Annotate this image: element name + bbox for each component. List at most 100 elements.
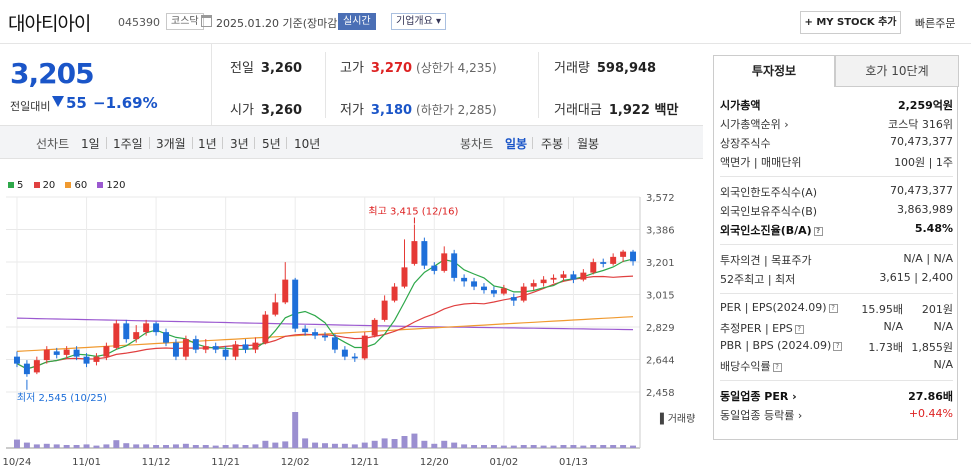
info-row: 상장주식수 70,473,377 (720, 135, 953, 153)
quote-grid: 전일 3,260 시가 3,260 고가 3,270 (상한가 4,235) 저가 3,1… (212, 44, 703, 125)
candle-body (570, 274, 577, 280)
info-row-label: 투자의견 | 목표주가 (720, 254, 812, 267)
volume-bar (540, 445, 547, 448)
help-icon[interactable]: ? (833, 342, 843, 351)
info-row: 추정PER | EPS? N/A N/A (720, 320, 953, 338)
legend-ma20: 20 (33, 180, 55, 191)
volume-bar (580, 445, 587, 448)
volume-bar (153, 445, 160, 448)
help-icon[interactable]: ? (813, 227, 823, 236)
info-row: 투자의견 | 목표주가 N/A | N/A (720, 252, 953, 270)
candle-body (600, 262, 607, 264)
tab-1y[interactable]: 1년 (198, 137, 217, 151)
candle-body (610, 256, 617, 264)
candle-body (302, 328, 309, 333)
tab-weekly[interactable]: 주봉 (541, 137, 564, 151)
x-tick-label: 11/01 (72, 457, 101, 468)
help-icon[interactable]: ? (794, 325, 804, 334)
volume-bar (232, 444, 239, 448)
volume-bar (133, 444, 140, 448)
tab-10y[interactable]: 10년 (294, 137, 321, 151)
volume-bar (123, 443, 130, 448)
volume-bar (471, 445, 478, 448)
add-mystock-button[interactable]: + MY STOCK 추가 (800, 11, 901, 34)
candle-body (123, 323, 130, 340)
price-chart[interactable]: 3,572 3,386 3,201 3,015 2,829 2,644 2,458 10/24… (0, 172, 703, 472)
candle-body (461, 277, 468, 282)
tab-monthly[interactable]: 월봉 (577, 137, 600, 151)
quote-date: 2025.01.20 기준(장마감) (216, 17, 342, 30)
x-tick-label: 11/12 (142, 457, 171, 468)
volume-bar (371, 440, 378, 448)
low-price: 저가 3,180 (하한가 2,285) (340, 103, 497, 118)
volume-bar (510, 445, 517, 448)
candle-body (312, 332, 319, 336)
ma120-line (16, 317, 634, 331)
candle-body (73, 349, 80, 357)
candle-body (242, 344, 249, 350)
candle-body (580, 272, 587, 280)
candle-body (331, 337, 338, 350)
info-row-label: 외국인한도주식수(A) (720, 186, 818, 199)
live-badge[interactable]: 실시간 (338, 13, 376, 30)
volume-bar (103, 444, 110, 448)
volume-bar (620, 445, 627, 448)
current-price: 3,205 (10, 57, 95, 90)
y-tick-label: 2,829 (646, 323, 675, 334)
info-row-value: N/A (883, 320, 903, 333)
ma5-line (16, 258, 634, 370)
info-row: 동일업종 등락률 › +0.44% (720, 407, 953, 425)
volume-bar (182, 443, 189, 448)
high-price: 고가 3,270 (상한가 4,235) (340, 61, 497, 76)
tab-5y[interactable]: 5년 (262, 137, 281, 151)
tab-1w[interactable]: 1주일 (113, 137, 143, 151)
candle-body (481, 286, 487, 291)
candle-body (510, 297, 517, 301)
candle-body (341, 349, 348, 357)
tab-1d[interactable]: 1일 (81, 137, 100, 151)
tab-3y[interactable]: 3년 (230, 137, 249, 151)
candle-body (471, 281, 478, 287)
prev-close: 전일 3,260 (230, 61, 303, 76)
volume-bar (252, 444, 259, 448)
tab-daily[interactable]: 일봉 (505, 137, 528, 151)
help-icon[interactable]: ? (828, 304, 838, 313)
period-tabs: 선차트 1일 1주일 3개월 1년 3년 5년 10년 봉차트 일봉 주봉 월봉 (0, 125, 703, 159)
candle-body (550, 277, 557, 280)
volume-bar (461, 444, 468, 448)
candle-body (381, 300, 388, 320)
tab-orderbook-10[interactable]: 호가 10단계 (835, 55, 959, 87)
info-row: PER | EPS(2024.09)? 15.95배 201원 (720, 301, 953, 319)
open-price: 시가 3,260 (230, 103, 303, 118)
volume-bar (192, 445, 199, 448)
volume-bar (421, 440, 428, 448)
info-row: 시가총액 2,259억원 (720, 97, 953, 115)
quick-order-link[interactable]: 빠른주문 (915, 17, 956, 30)
candle-body (252, 342, 259, 350)
volume-bar (63, 445, 70, 448)
candle-body (490, 290, 497, 294)
change-percent: −1.69% (93, 94, 158, 112)
help-icon[interactable]: ? (772, 363, 782, 372)
info-row-value: N/A (933, 320, 953, 333)
tab-3m[interactable]: 3개월 (156, 137, 186, 151)
corp-overview-dropdown[interactable]: 기업개요 ▾ (391, 13, 446, 30)
investment-info-panel: 투자정보 호가 10단계 시가총액 2,259억원 시가총액순위 › 코스닥 316위… (713, 55, 959, 440)
info-row-value: 3,615 | 2,400 (879, 271, 953, 284)
candle-body (401, 267, 408, 287)
info-row-value: 201원 (921, 303, 953, 316)
tab-investment-info[interactable]: 투자정보 (713, 55, 835, 87)
info-row-label: 52주최고 | 최저 (720, 273, 796, 286)
line-chart-label: 선차트 (36, 137, 70, 151)
y-tick-label: 3,572 (646, 193, 675, 204)
volume-bar (143, 444, 150, 448)
volume-bar (292, 412, 299, 448)
stock-header: 대아티아이 045390 코스닥 2025.01.20 기준(장마감) 실시간 … (0, 0, 971, 44)
volume: 거래량 598,948 (554, 61, 657, 76)
candle-body (172, 342, 179, 357)
info-row-value: 3,863,989 (897, 203, 953, 216)
info-row-label: 배당수익률? (720, 358, 782, 374)
candle-body (153, 323, 160, 333)
candle-body (23, 363, 30, 375)
volume-bar (431, 443, 438, 448)
